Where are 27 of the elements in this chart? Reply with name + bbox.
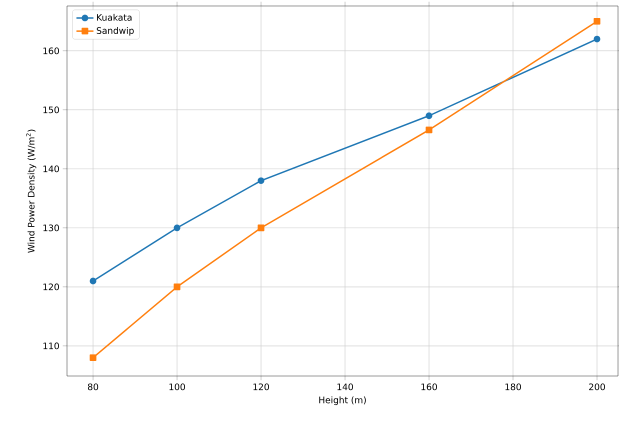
y-tick-label: 110	[43, 342, 59, 350]
legend-label: Kuakata	[97, 14, 132, 21]
point	[594, 18, 600, 25]
point	[174, 284, 180, 290]
x-tick-label: 100	[169, 383, 185, 390]
x-tick-label: 160	[421, 383, 437, 390]
x-tick-label: 120	[253, 383, 269, 390]
x-tick-label: 200	[589, 383, 605, 390]
point	[426, 126, 432, 134]
y-tick-label: 140	[43, 165, 59, 172]
point	[594, 36, 600, 42]
x-tick-label: 80	[88, 383, 98, 390]
point	[258, 177, 264, 184]
x-axis-title: Height (m)	[319, 396, 366, 406]
point	[426, 112, 432, 120]
y-axis-title: Wind Power Density (W/m$^{2}$)	[26, 130, 36, 253]
x-tick-label: 180	[505, 383, 521, 390]
y-tick-label: 120	[43, 284, 59, 290]
y-tick-label: 150	[43, 106, 59, 114]
point	[258, 224, 264, 232]
point	[90, 354, 96, 362]
legend-label: Sandwip	[96, 27, 134, 36]
point	[174, 224, 180, 232]
y-tick-label: 130	[43, 224, 59, 232]
x-tick-label: 140	[337, 383, 353, 390]
point	[90, 278, 96, 284]
y-tick-label: 160	[43, 47, 59, 54]
